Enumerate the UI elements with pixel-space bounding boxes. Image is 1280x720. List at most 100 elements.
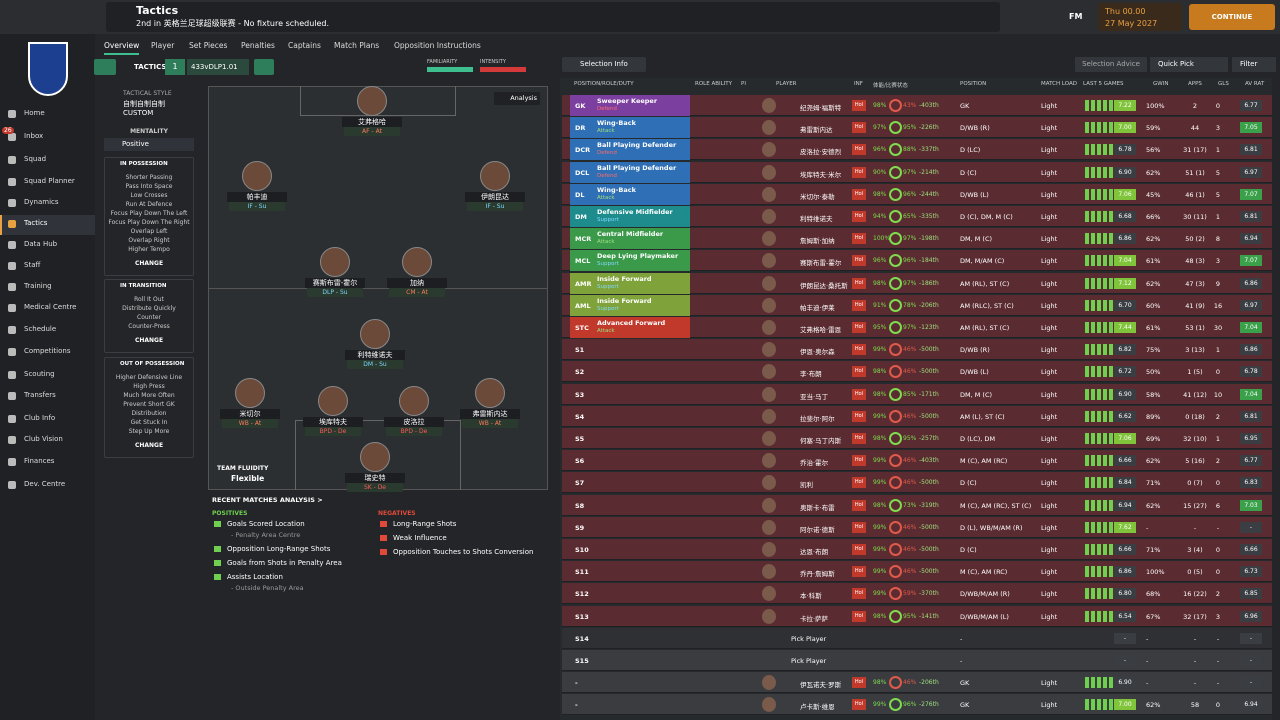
sidebar-item[interactable]: Squad Planner bbox=[24, 177, 75, 185]
player-name[interactable]: 阿尔诺·德斯 bbox=[800, 525, 835, 534]
player-name[interactable]: 卡拉·萨萨 bbox=[800, 614, 829, 623]
player-name[interactable]: 帕丰迪 bbox=[227, 192, 287, 202]
player-name[interactable]: 伊瓦诺夫·罗斯 bbox=[800, 681, 842, 690]
sidebar-item[interactable]: Training bbox=[24, 282, 52, 290]
player-name[interactable]: 纪尧姆·福斯特 bbox=[800, 104, 842, 112]
sidebar-item[interactable]: Finances bbox=[24, 457, 55, 465]
sidebar-item[interactable]: Club Info bbox=[24, 414, 56, 422]
column-header[interactable]: INF bbox=[854, 81, 863, 87]
player-name[interactable]: 利特维诺夫 bbox=[800, 215, 833, 223]
tactic-name[interactable]: 433vDLP1.01 bbox=[187, 59, 249, 75]
table-row[interactable] bbox=[562, 450, 1272, 472]
tab[interactable]: Overview bbox=[104, 41, 140, 55]
player-name[interactable]: 弗雷斯内达 bbox=[460, 409, 520, 419]
player-name[interactable]: 加纳 bbox=[387, 278, 447, 288]
player-name[interactable]: 卢卡斯·维恩 bbox=[800, 703, 835, 712]
player-name[interactable]: 赛斯布雷-霍尔 bbox=[800, 259, 842, 268]
player-name[interactable]: Pick Player bbox=[791, 634, 827, 643]
table-row[interactable] bbox=[562, 561, 1272, 583]
column-header[interactable]: AV RAT bbox=[1245, 81, 1265, 87]
sidebar-item[interactable]: Squad bbox=[24, 155, 47, 163]
column-header[interactable]: ROLE ABILITY bbox=[695, 81, 733, 87]
column-header[interactable]: MATCH LOAD bbox=[1041, 81, 1077, 87]
column-header[interactable]: LAST 5 GAMES bbox=[1083, 81, 1124, 87]
column-header[interactable]: 体能/比赛状态 bbox=[873, 83, 908, 89]
sidebar-item[interactable]: Inbox bbox=[24, 132, 44, 140]
table-row[interactable] bbox=[562, 339, 1272, 361]
player-name[interactable]: 埃库特夫 bbox=[303, 417, 363, 427]
sidebar-item[interactable]: Scouting bbox=[24, 370, 55, 378]
sidebar-item[interactable]: Medical Centre bbox=[24, 303, 77, 311]
table-row[interactable] bbox=[562, 494, 1272, 516]
quick-pick[interactable]: Quick Pick bbox=[1150, 57, 1228, 72]
column-header[interactable]: PI bbox=[741, 81, 746, 87]
column-header[interactable]: APPS bbox=[1188, 81, 1202, 87]
player-name[interactable]: 凯利 bbox=[800, 481, 813, 490]
sidebar-item[interactable]: Dynamics bbox=[24, 198, 59, 206]
table-row[interactable] bbox=[562, 428, 1272, 449]
player-name[interactable]: 帕丰迪·伊莱 bbox=[800, 303, 835, 312]
player-name[interactable]: Pick Player bbox=[791, 657, 827, 665]
table-row[interactable] bbox=[562, 583, 1272, 605]
continue-button[interactable]: CONTINUE bbox=[1189, 4, 1275, 30]
sidebar-item[interactable]: Data Hub bbox=[24, 240, 58, 248]
player-name[interactable]: 伊朗昆达 bbox=[465, 192, 525, 202]
sidebar-item[interactable]: Competitions bbox=[24, 347, 71, 355]
analysis-title[interactable]: RECENT MATCHES ANALYSIS > bbox=[212, 496, 323, 504]
table-row[interactable] bbox=[562, 694, 1272, 716]
player-name[interactable]: 李·布朗 bbox=[800, 370, 822, 379]
column-header[interactable]: GWIN bbox=[1153, 81, 1169, 87]
table-row[interactable] bbox=[562, 672, 1272, 694]
tab[interactable]: Player bbox=[151, 41, 175, 50]
table-row[interactable] bbox=[562, 516, 1272, 538]
player-name[interactable]: 乔丹·詹姆斯 bbox=[800, 570, 835, 579]
filter[interactable]: Filter bbox=[1232, 57, 1276, 72]
player-name[interactable]: 米切尔 bbox=[220, 409, 280, 419]
sidebar-item[interactable]: Dev. Centre bbox=[24, 480, 66, 488]
player-name[interactable]: 伊恩·奥尔森 bbox=[800, 348, 835, 357]
table-row[interactable] bbox=[562, 405, 1272, 427]
player-name[interactable]: 詹姆斯·加纳 bbox=[800, 237, 835, 246]
column-header[interactable]: PLAYER bbox=[776, 81, 797, 87]
tab[interactable]: Match Plans bbox=[334, 41, 380, 50]
player-name[interactable]: 皮洛拉·安德烈 bbox=[800, 148, 842, 157]
player-name[interactable]: 伊朗昆达·桑托斯 bbox=[800, 281, 848, 290]
player-name[interactable]: 米切尔·泰勒 bbox=[800, 192, 835, 201]
column-header[interactable]: POSITION/ROLE/DUTY bbox=[574, 81, 634, 87]
table-row[interactable] bbox=[562, 472, 1272, 494]
player-name[interactable]: 埃库特夫·米尔 bbox=[800, 170, 842, 179]
selection-info[interactable]: Selection Info bbox=[562, 57, 646, 72]
tab[interactable]: Opposition Instructions bbox=[394, 41, 481, 50]
player-name[interactable]: 达恩·布朗 bbox=[800, 548, 829, 556]
column-header[interactable]: GLS bbox=[1218, 81, 1229, 87]
table-row[interactable] bbox=[562, 650, 1272, 671]
sidebar-item[interactable]: Club Vision bbox=[24, 435, 63, 443]
player-name[interactable]: 奥斯卡·布雷 bbox=[800, 503, 835, 512]
player-name[interactable]: 赛斯布雷-霍尔 bbox=[305, 278, 365, 288]
player-name[interactable]: 何塞·马丁内斯 bbox=[800, 437, 842, 445]
player-name[interactable]: 乔治·霍尔 bbox=[800, 459, 829, 468]
sidebar-item[interactable]: Home bbox=[24, 109, 45, 117]
player-name[interactable]: 艾弗格哈 bbox=[342, 117, 402, 127]
sidebar-item[interactable]: Tactics bbox=[24, 219, 48, 227]
player-name[interactable]: 弗雷斯内达 bbox=[800, 126, 833, 135]
sidebar-item[interactable]: Staff bbox=[24, 261, 41, 269]
player-name[interactable]: 瑞史特 bbox=[345, 473, 405, 483]
sidebar-item[interactable]: Schedule bbox=[24, 325, 57, 333]
player-name[interactable]: 本·科斯 bbox=[800, 592, 822, 601]
player-name[interactable]: 艾弗格哈·雷恩 bbox=[800, 326, 842, 334]
tab[interactable]: Penalties bbox=[241, 41, 275, 50]
player-name[interactable]: 亚当·马丁 bbox=[800, 392, 829, 401]
table-row[interactable] bbox=[562, 361, 1272, 383]
column-header[interactable]: POSITION bbox=[960, 81, 987, 87]
table-row[interactable] bbox=[562, 605, 1272, 627]
player-name[interactable]: 利特维诺夫 bbox=[345, 350, 405, 360]
table-row[interactable] bbox=[562, 383, 1272, 405]
tab[interactable]: Set Pieces bbox=[189, 41, 228, 50]
tab[interactable]: Captains bbox=[288, 41, 321, 50]
mentality[interactable]: Positive bbox=[104, 138, 194, 151]
selection-advice[interactable]: Selection Advice bbox=[1075, 57, 1147, 72]
table-row[interactable] bbox=[562, 627, 1272, 649]
sidebar-item[interactable]: Transfers bbox=[24, 391, 56, 399]
analysis-button[interactable]: Analysis bbox=[494, 92, 540, 105]
